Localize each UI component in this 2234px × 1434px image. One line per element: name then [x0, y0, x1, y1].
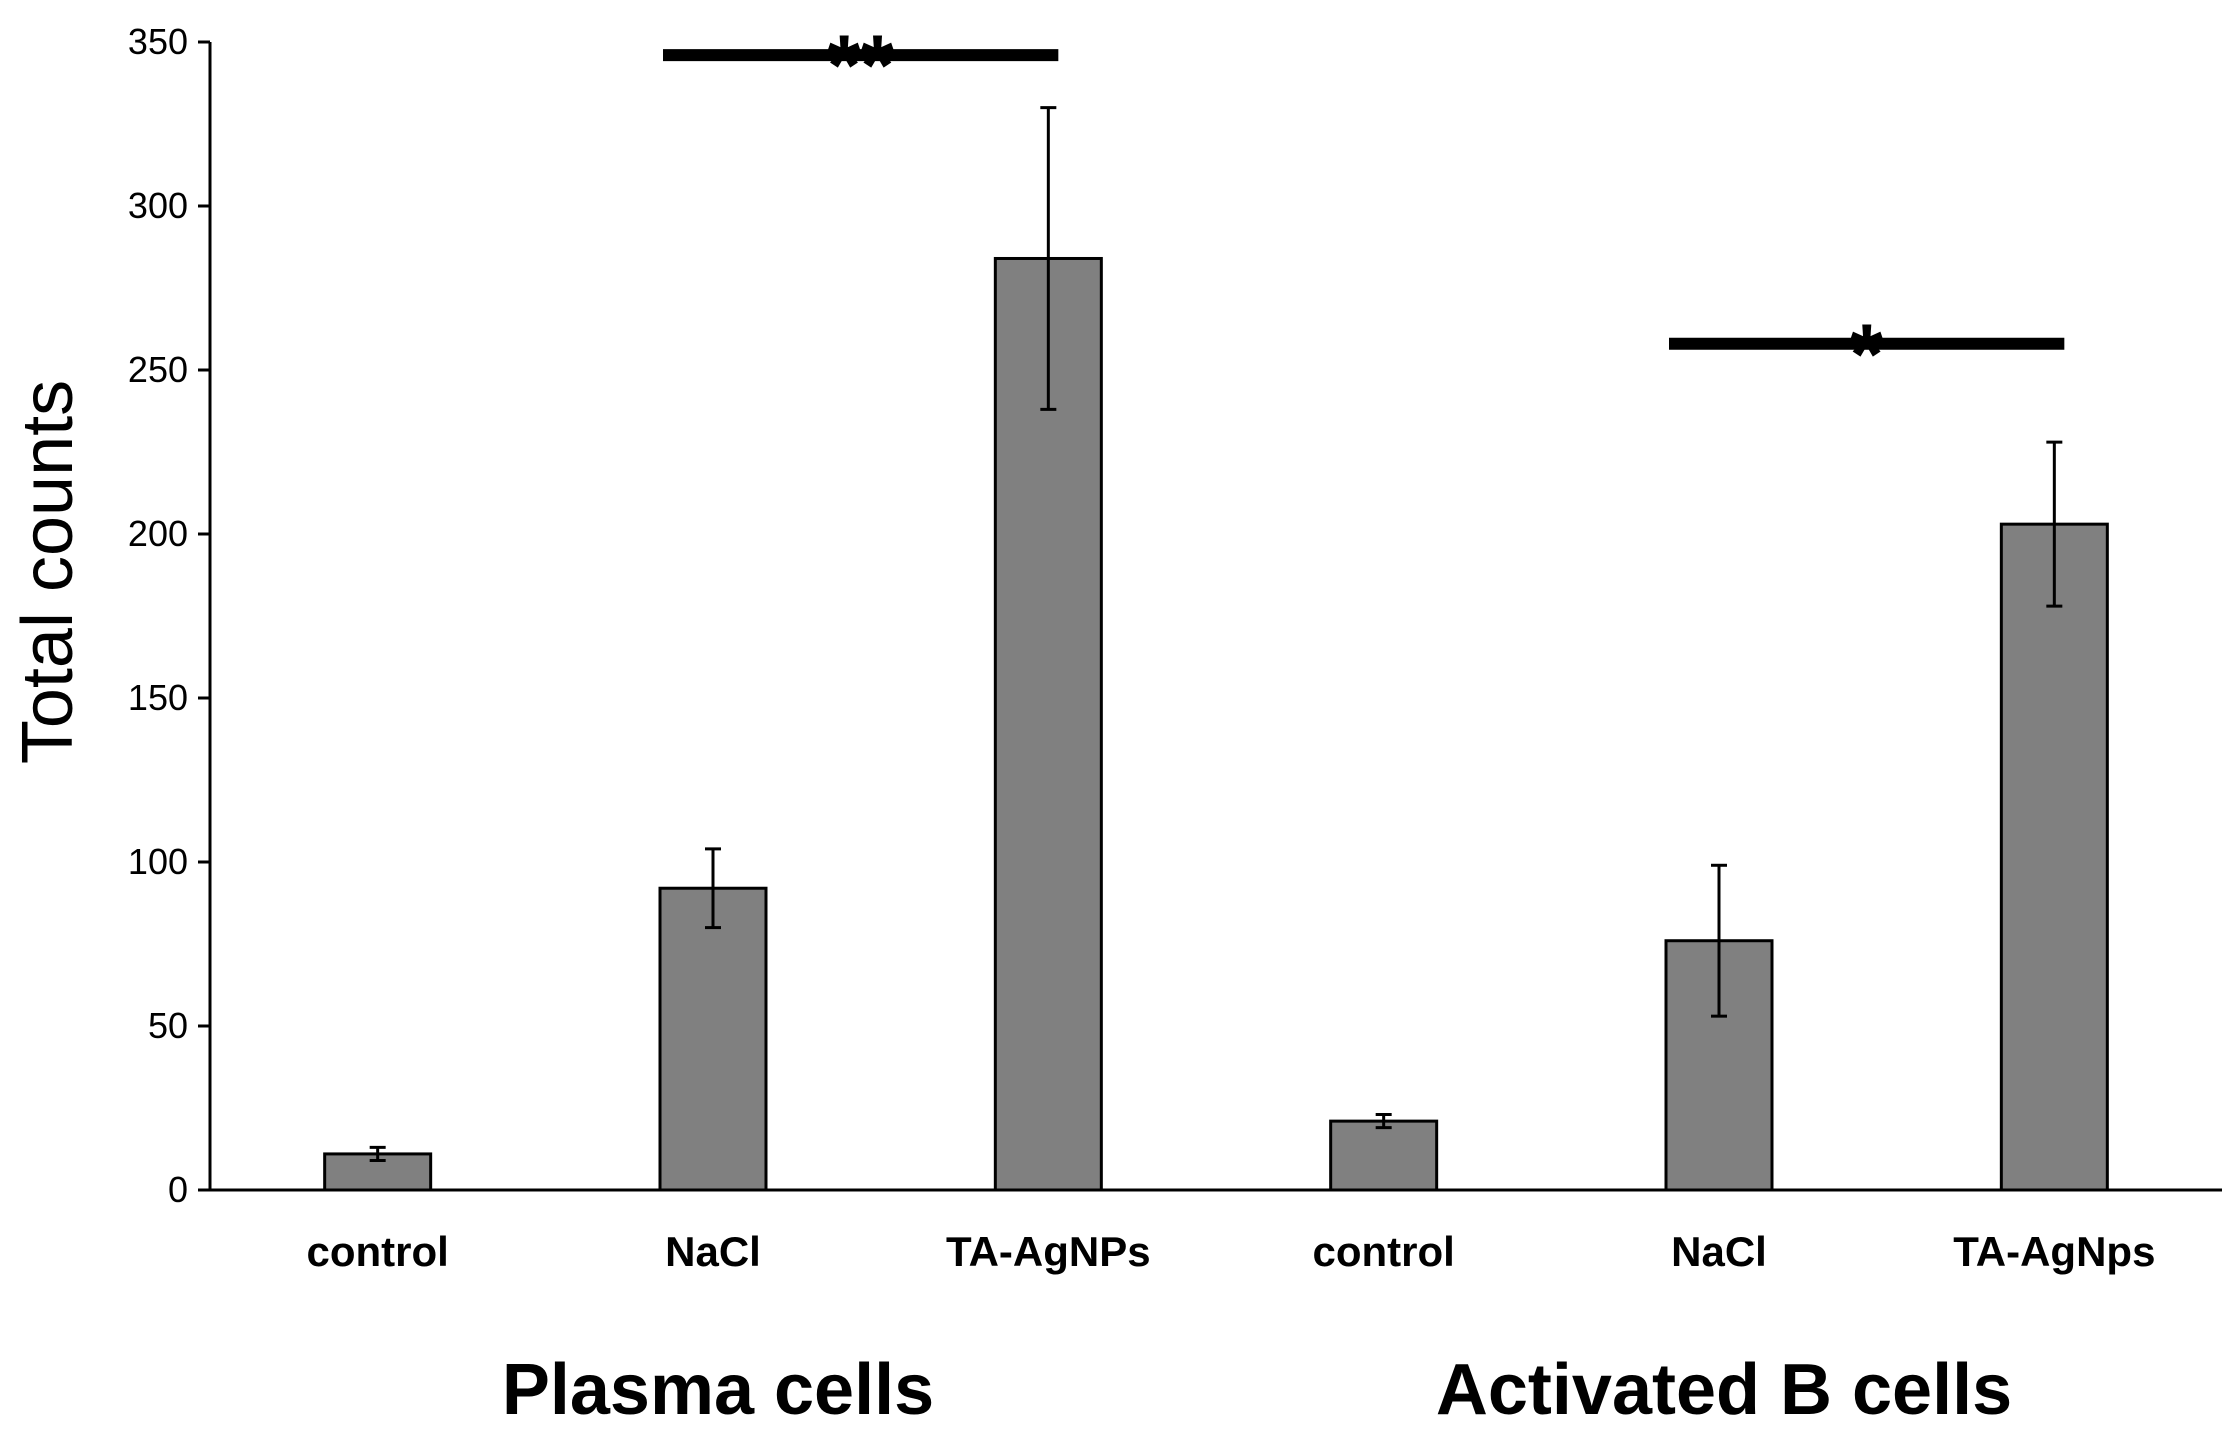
y-axis-label: Total counts [8, 380, 88, 764]
category-labels: control NaCl TA-AgNPs control NaCl TA-AgNps [307, 1228, 2156, 1275]
category-label-3: control [1313, 1228, 1455, 1275]
significance-label-1: * [1850, 307, 1884, 403]
group-label-0: Plasma cells [502, 1350, 934, 1430]
y-tick-label-7: 350 [128, 21, 188, 62]
error-bar-5 [2046, 440, 2063, 608]
error-bar-4 [1711, 863, 1727, 1018]
y-tick-label-0: 0 [168, 1169, 188, 1210]
category-label-4: NaCl [1671, 1228, 1767, 1275]
y-tick-label-4: 200 [128, 513, 188, 554]
bar-5 [1999, 522, 2109, 1192]
significance-label-0: ** [827, 18, 894, 114]
error-bar-2 [1040, 106, 1057, 411]
error-bar-1 [705, 847, 721, 930]
axes [208, 42, 2222, 1192]
significance-markers: *** [663, 18, 2065, 403]
y-axis-ticks: 0 50 100 150 200 250 300 350 [128, 21, 210, 1210]
y-tick-label-3: 150 [128, 677, 188, 718]
category-label-5: TA-AgNps [1953, 1228, 2155, 1275]
category-label-2: TA-AgNPs [946, 1228, 1151, 1275]
error-bars [369, 106, 2063, 1162]
bar-2 [993, 256, 1103, 1192]
y-tick-label-1: 50 [148, 1005, 188, 1046]
category-label-1: NaCl [665, 1228, 761, 1275]
y-tick-label-5: 250 [128, 349, 188, 390]
y-tick-label-2: 100 [128, 841, 188, 882]
error-bar-0 [369, 1145, 386, 1162]
error-bar-3 [1375, 1113, 1392, 1130]
y-tick-label-6: 300 [128, 185, 188, 226]
group-label-1: Activated B cells [1436, 1350, 2012, 1430]
bar-3 [1329, 1119, 1439, 1192]
bars [323, 256, 2109, 1192]
category-label-0: control [307, 1228, 449, 1275]
bar-1 [658, 886, 768, 1192]
group-labels: Plasma cells Activated B cells [502, 1350, 2012, 1430]
